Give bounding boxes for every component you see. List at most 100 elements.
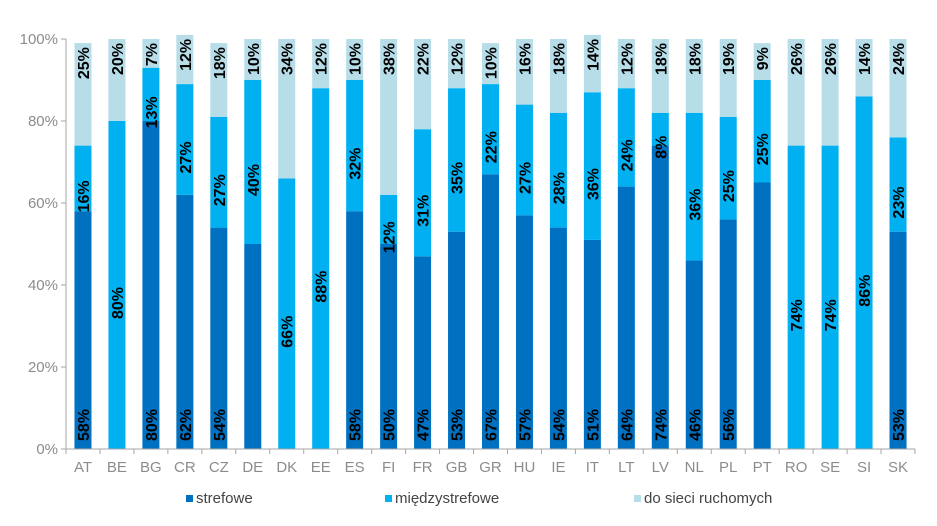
data-label-do-sieci-ruchomych-PT: 9% <box>755 47 772 70</box>
data-label-do-sieci-ruchomych-FI: 38% <box>382 43 399 75</box>
bar-segment-międzystrefowe-DE <box>244 80 262 244</box>
data-label-międzystrefowe-GB: 35% <box>450 162 467 194</box>
legend-swatch-strefowe <box>186 495 193 502</box>
data-label-do-sieci-ruchomych-CZ: 18% <box>212 47 229 79</box>
bar-segment-międzystrefowe-BG <box>142 67 160 121</box>
bar-segment-strefowe-IE <box>549 227 567 449</box>
data-label-strefowe-SK: 53% <box>891 409 908 441</box>
data-label-międzystrefowe-PL: 25% <box>721 170 738 202</box>
data-label-strefowe-NL: 46% <box>687 409 704 441</box>
data-label-międzystrefowe-BG: 13% <box>144 96 161 128</box>
legend: strefowe międzystrefowe do sieci ruchomych <box>186 490 772 507</box>
data-label-strefowe-ES: 58% <box>348 409 365 441</box>
bar-segment-do-sieci-ruchomych-IT <box>583 34 601 93</box>
legend-label-strefowe: strefowe <box>196 490 253 507</box>
bar-segment-międzystrefowe-IE <box>549 112 567 228</box>
x-tick-label: DK <box>276 459 297 476</box>
bar-segment-międzystrefowe-GB <box>448 88 466 232</box>
bar-segment-strefowe-DE <box>244 244 262 449</box>
bar-segment-do-sieci-ruchomych-IE <box>549 39 567 113</box>
bar-segment-do-sieci-ruchomych-DK <box>278 39 296 179</box>
legend-swatch-międzystrefowe <box>385 495 392 502</box>
data-label-do-sieci-ruchomych-FR: 22% <box>416 43 433 75</box>
bar-segment-do-sieci-ruchomych-GR <box>482 43 499 85</box>
data-label-strefowe-GR: 67% <box>484 409 501 441</box>
data-label-do-sieci-ruchomych-SE: 26% <box>823 43 840 75</box>
bar-segment-strefowe-AT <box>74 211 92 449</box>
data-label-strefowe-AT: 58% <box>76 409 93 441</box>
bar-segment-do-sieci-ruchomych-PT <box>753 43 771 80</box>
bar-segment-międzystrefowe-NL <box>685 112 703 261</box>
data-label-do-sieci-ruchomych-LV: 18% <box>653 43 670 75</box>
bar-segment-międzystrefowe-ES <box>346 80 364 212</box>
data-label-międzystrefowe-ES: 32% <box>348 148 365 180</box>
bar-segment-do-sieci-ruchomych-PL <box>719 39 737 117</box>
x-tick-label: LT <box>618 459 634 476</box>
axes-layer: 0% 20% 40% 60% 80% 100% AT BE BG CR CZ DE DK EE ES FI FR… <box>20 31 916 476</box>
bar-segment-strefowe-CZ <box>210 227 228 449</box>
bar-segment-międzystrefowe-IT <box>583 92 601 240</box>
data-label-międzystrefowe-AT: 16% <box>76 180 93 212</box>
data-label-do-sieci-ruchomych-DK: 34% <box>280 43 297 75</box>
data-label-do-sieci-ruchomych-GR: 10% <box>484 47 501 79</box>
x-tick-label: GB <box>446 459 468 476</box>
data-label-międzystrefowe-EE: 88% <box>314 271 331 303</box>
bar-segment-międzystrefowe-CZ <box>210 116 228 228</box>
bar-segment-strefowe-LV <box>651 145 669 449</box>
data-label-strefowe-CZ: 54% <box>212 409 229 441</box>
data-label-do-sieci-ruchomych-GB: 12% <box>450 43 467 75</box>
data-label-do-sieci-ruchomych-SI: 14% <box>857 43 874 75</box>
bar-segment-strefowe-PT <box>753 182 771 449</box>
data-label-międzystrefowe-SK: 23% <box>891 187 908 219</box>
data-label-międzystrefowe-DK: 66% <box>280 316 297 348</box>
data-label-międzystrefowe-SE: 74% <box>823 299 840 331</box>
data-label-do-sieci-ruchomych-SK: 24% <box>891 43 908 75</box>
x-tick-label: FR <box>413 459 433 476</box>
bar-segment-międzystrefowe-AT <box>74 145 92 212</box>
data-label-strefowe-CR: 62% <box>178 409 195 441</box>
bar-segment-międzystrefowe-DK <box>278 178 296 449</box>
bar-segment-międzystrefowe-FR <box>414 129 432 257</box>
data-label-do-sieci-ruchomych-PL: 19% <box>721 43 738 75</box>
x-tick-label: DE <box>242 459 263 476</box>
data-label-do-sieci-ruchomych-NL: 18% <box>687 43 704 75</box>
data-label-międzystrefowe-PT: 25% <box>755 133 772 165</box>
legend-label-do-sieci-ruchomych: do sieci ruchomych <box>644 490 772 507</box>
data-label-międzystrefowe-DE: 40% <box>246 164 263 196</box>
bar-segment-do-sieci-ruchomych-LT <box>617 39 635 89</box>
bar-segment-strefowe-ES <box>346 211 364 449</box>
bar-segment-strefowe-GB <box>448 231 466 449</box>
x-tick-label: GR <box>479 459 502 476</box>
bar-segment-do-sieci-ruchomych-ES <box>346 39 364 80</box>
data-label-do-sieci-ruchomych-BE: 20% <box>110 43 127 75</box>
bar-segment-do-sieci-ruchomych-GB <box>448 39 466 89</box>
x-tick-label: PL <box>719 459 737 476</box>
bar-segment-międzystrefowe-SK <box>889 137 907 232</box>
bar-segment-międzystrefowe-CR <box>176 84 194 195</box>
y-tick-label: 80% <box>28 113 58 130</box>
bar-segment-międzystrefowe-HU <box>515 104 533 216</box>
data-label-do-sieci-ruchomych-AT: 25% <box>76 47 93 79</box>
x-tick-label: FI <box>382 459 395 476</box>
data-label-międzystrefowe-IE: 28% <box>551 172 568 204</box>
y-tick-label: 40% <box>28 277 58 294</box>
data-label-strefowe-HU: 57% <box>517 409 534 441</box>
bar-segment-międzystrefowe-LT <box>617 88 635 187</box>
legend-label-międzystrefowe: międzystrefowe <box>395 490 499 507</box>
data-label-do-sieci-ruchomych-DE: 10% <box>246 43 263 75</box>
x-tick-label: SI <box>857 459 871 476</box>
data-label-międzystrefowe-SI: 86% <box>857 275 874 307</box>
data-label-międzystrefowe-LT: 24% <box>619 139 636 171</box>
data-label-do-sieci-ruchomych-RO: 26% <box>789 43 806 75</box>
bar-segment-do-sieci-ruchomych-SI <box>855 39 873 97</box>
bar-segment-strefowe-LT <box>617 186 635 449</box>
bar-segment-do-sieci-ruchomych-CZ <box>210 43 228 117</box>
x-tick-label: IT <box>586 459 599 476</box>
x-tick-label: LV <box>652 459 669 476</box>
bar-segment-międzystrefowe-BE <box>108 121 126 449</box>
bar-segment-strefowe-NL <box>685 260 703 449</box>
data-label-do-sieci-ruchomych-IE: 18% <box>551 43 568 75</box>
x-tick-label: HU <box>514 459 536 476</box>
bar-segment-strefowe-PL <box>719 219 737 449</box>
